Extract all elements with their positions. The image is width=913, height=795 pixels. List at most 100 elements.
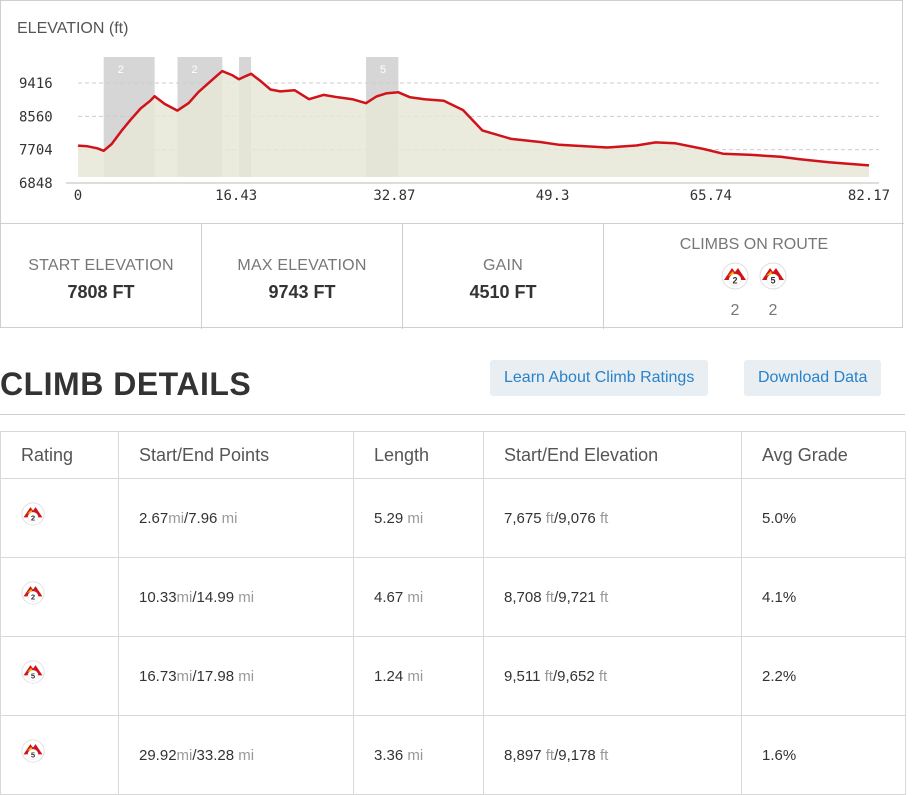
length-value: 1.24	[374, 667, 404, 685]
x-tick-label: 16.43	[215, 188, 257, 204]
x-tick-label: 0	[74, 188, 82, 204]
end-point-unit: mi	[238, 746, 255, 764]
x-tick-label: 82.17	[848, 188, 890, 204]
length-value: 5.29	[374, 509, 404, 527]
start-elevation-value: 8,708	[504, 588, 542, 606]
learn-climb-ratings-button[interactable]: Learn About Climb Ratings	[490, 360, 709, 396]
start-point-unit: mi	[176, 746, 193, 764]
end-elevation-unit: ft	[599, 746, 609, 764]
start-end-elevation-cell: 7,675 ft/9,076 ft	[483, 478, 742, 558]
end-point-unit: mi	[238, 667, 255, 685]
start-point-value: 10.33	[139, 588, 177, 606]
column-header-rating[interactable]: Rating	[0, 431, 119, 479]
column-header-start-end-points[interactable]: Start/End Points	[118, 431, 354, 479]
end-elevation-unit: ft	[598, 667, 608, 685]
start-point-value: 29.92	[139, 746, 177, 764]
avg-grade-value: 4.1%	[762, 588, 797, 606]
mountain-badge-icon: 2	[21, 502, 45, 526]
avg-grade-cell: 1.6%	[741, 715, 906, 795]
start-elevation-value: 8,897	[504, 746, 542, 764]
avg-grade-value: 1.6%	[762, 746, 797, 764]
length-unit: mi	[407, 667, 424, 685]
length-unit: mi	[407, 509, 424, 527]
climb-rating-icon[interactable]: 5	[759, 262, 787, 290]
end-point-unit: mi	[238, 588, 255, 606]
length-cell: 4.67 mi	[353, 557, 484, 637]
start-elevation-value: 7,675	[504, 509, 542, 527]
length-value: 4.67	[374, 588, 404, 606]
climb-band-label: 5	[380, 64, 386, 76]
max-elevation-value: 9743 FT	[268, 282, 336, 302]
section-divider	[0, 414, 905, 415]
avg-grade-cell: 2.2%	[741, 636, 906, 716]
column-header-length[interactable]: Length	[353, 431, 484, 479]
end-elevation-value: 9,076	[558, 509, 596, 527]
climb-rating-number: 5	[31, 750, 36, 759]
table-row[interactable]: 5 16.73mi/17.98 mi 1.24 mi 9,511 ft/9,652 f…	[0, 636, 906, 716]
start-end-points-cell: 29.92mi/33.28 mi	[118, 715, 354, 795]
climb-details-table: Rating Start/End Points Length Start/End…	[0, 431, 906, 795]
avg-grade-cell: 4.1%	[741, 557, 906, 637]
climb-icons: 2 5	[604, 262, 904, 290]
start-elevation-stat: START ELEVATION 7808 FT	[1, 224, 202, 329]
end-point-value: 17.98	[196, 667, 235, 685]
end-elevation-value: 9,178	[558, 746, 596, 764]
gain-value: 4510 FT	[469, 282, 537, 302]
y-tick-label: 8560	[19, 109, 53, 125]
max-elevation-label: MAX ELEVATION	[237, 257, 367, 274]
start-end-points-cell: 16.73mi/17.98 mi	[118, 636, 354, 716]
climbs-on-route-stat: CLIMBS ON ROUTE 2 5 2 2	[604, 224, 904, 329]
end-point-value: 7.96	[188, 509, 218, 527]
climb-band-label: 2	[118, 64, 124, 76]
gain-label: GAIN	[483, 257, 523, 274]
length-cell: 3.36 mi	[353, 715, 484, 795]
mountain-badge-icon: 5	[21, 660, 45, 684]
mountain-badge-icon: 2	[721, 262, 749, 290]
climb-rating-icon: 2	[21, 581, 49, 609]
start-elevation-label: START ELEVATION	[28, 257, 174, 274]
elevation-line	[77, 69, 870, 167]
download-data-button[interactable]: Download Data	[744, 360, 882, 396]
climb-band-label: 2	[191, 64, 197, 76]
climb-count: 2	[768, 302, 778, 319]
column-header-avg-grade[interactable]: Avg Grade	[741, 431, 906, 479]
end-point-unit: mi	[221, 509, 238, 527]
mountain-badge-icon: 2	[21, 581, 45, 605]
climb-rating-number: 2	[31, 592, 35, 601]
start-elevation-unit: ft	[545, 588, 555, 606]
y-tick-label: 7704	[19, 143, 53, 159]
start-point-unit: mi	[176, 588, 193, 606]
mountain-badge-icon: 5	[759, 262, 787, 290]
climb-rating-number: 5	[770, 276, 775, 286]
rating-cell: 2	[0, 557, 119, 637]
start-point-value: 2.67	[139, 509, 169, 527]
rating-cell: 5	[0, 636, 119, 716]
climb-rating-icon[interactable]: 2	[721, 262, 749, 290]
table-row[interactable]: 2 2.67mi/7.96 mi 5.29 mi 7,675 ft/9,076 ft 5…	[0, 478, 906, 558]
column-header-start-end-elevation[interactable]: Start/End Elevation	[483, 431, 742, 479]
route-stats: START ELEVATION 7808 FT MAX ELEVATION 97…	[1, 223, 904, 329]
elevation-area	[78, 71, 869, 177]
length-value: 3.36	[374, 746, 404, 764]
y-tick-label: 9416	[19, 76, 53, 92]
climb-rating-number: 5	[31, 671, 36, 680]
start-elevation-value: 7808 FT	[67, 282, 135, 302]
start-elevation-unit: ft	[545, 509, 555, 527]
table-header-row: Rating Start/End Points Length Start/End…	[0, 431, 906, 479]
avg-grade-cell: 5.0%	[741, 478, 906, 558]
x-tick-label: 32.87	[373, 188, 415, 204]
table-row[interactable]: 5 29.92mi/33.28 mi 3.36 mi 8,897 ft/9,178 f…	[0, 715, 906, 795]
start-point-unit: mi	[176, 667, 193, 685]
table-row[interactable]: 2 10.33mi/14.99 mi 4.67 mi 8,708 ft/9,721 f…	[0, 557, 906, 637]
elevation-chart[interactable]: 2 2 5 9416 8560 7704 6848 0 16.43 32.87 49.3 65.74 8…	[1, 1, 904, 223]
avg-grade-value: 5.0%	[762, 509, 797, 527]
elevation-panel: 2 2 5 9416 8560 7704 6848 0 16.43 32.87 49.3 65.74 8…	[0, 0, 904, 329]
x-tick-label: 49.3	[536, 188, 570, 204]
chart-title: ELEVATION (ft)	[17, 20, 129, 37]
length-unit: mi	[407, 746, 424, 764]
climb-count: 2	[730, 302, 740, 319]
rating-cell: 5	[0, 715, 119, 795]
start-point-unit: mi	[168, 509, 185, 527]
start-end-points-cell: 2.67mi/7.96 mi	[118, 478, 354, 558]
end-elevation-unit: ft	[599, 509, 609, 527]
